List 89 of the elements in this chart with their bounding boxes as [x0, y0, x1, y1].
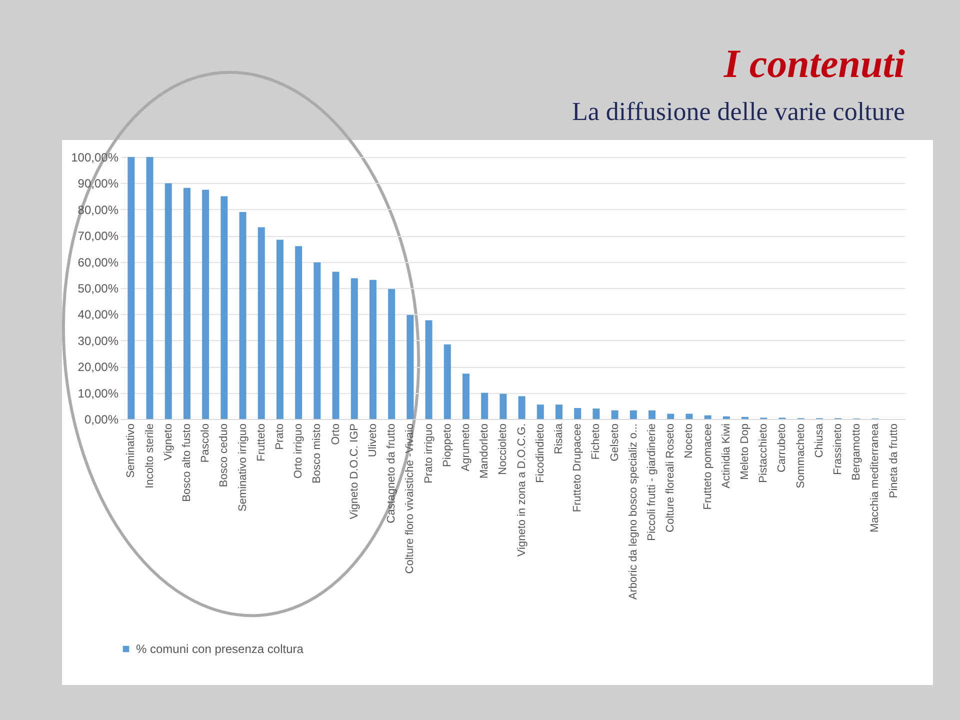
x-tick-label: Mandorleto	[478, 424, 491, 479]
x-tick-label: Pistacchieto	[758, 424, 770, 483]
bar	[295, 246, 302, 419]
bar	[369, 280, 376, 419]
legend-label: % comuni con presenza coltura	[136, 642, 304, 656]
y-tick-label: 10,00%	[78, 386, 119, 400]
x-tick-label: Bosco misto	[311, 424, 324, 484]
bar	[388, 289, 396, 419]
x-tick-label: Uliveto	[366, 424, 379, 458]
x-tick-label: Pioppeto	[441, 424, 454, 467]
bar	[556, 404, 563, 419]
y-tick-label: 30,00%	[78, 334, 119, 348]
bar	[202, 190, 210, 419]
bar	[183, 188, 190, 419]
y-tick-label: 90,00%	[78, 176, 119, 191]
bar	[500, 394, 507, 419]
x-tick-label: Orto	[330, 424, 342, 445]
bar	[722, 416, 730, 419]
bar	[686, 414, 693, 419]
y-tick-label: 100,00%	[71, 150, 119, 164]
bar	[425, 320, 432, 419]
x-tick-label: Pascolo	[200, 424, 212, 463]
chart-title: I contenuti	[722, 41, 905, 86]
bar	[350, 278, 358, 419]
x-tick-label: Noceto	[683, 424, 696, 458]
bar	[276, 240, 284, 419]
bar	[164, 183, 172, 419]
x-tick-label: Ficheto	[590, 424, 602, 460]
x-tick-label: Meleto Dop	[739, 424, 752, 480]
bar	[574, 408, 582, 419]
x-tick-label: Chiusa	[813, 422, 826, 458]
x-tick-label: Arboric da legno bosco specializ o...	[627, 424, 640, 600]
bar	[667, 414, 674, 419]
bar	[518, 396, 526, 419]
x-tick-label: Incolto sterile	[144, 424, 156, 488]
x-tick-label: Piccoli frutti - giardinerie	[646, 424, 658, 541]
x-tick-label: Agrumeto	[460, 424, 472, 472]
x-tick-label: Prato	[274, 424, 286, 450]
x-tick-label: Frutteto	[255, 424, 268, 462]
x-tick-label: Vigneto D.O.C. IGP	[348, 424, 360, 520]
bar	[146, 157, 154, 419]
x-tick-label: Colture floreali Roseto	[664, 424, 677, 532]
x-tick-label: Frutteto pomacee	[702, 424, 714, 510]
y-tick-label: 20,00%	[78, 360, 119, 374]
y-tick-label: 0,00%	[84, 412, 119, 426]
bar	[444, 344, 451, 419]
x-tick-label: Gelseto	[608, 424, 621, 462]
bar	[536, 404, 544, 419]
x-tick-label: Bosco ceduo	[218, 424, 230, 488]
bar	[648, 410, 656, 419]
bar	[406, 314, 414, 419]
x-tick-label: Bosco alto fusto	[180, 424, 193, 502]
x-tick-label: Prato irriguo	[422, 424, 435, 484]
x-tick-label: Actinidia Kiwi	[720, 424, 732, 488]
y-tick-label: 40,00%	[78, 308, 119, 322]
x-tick-label: Carrubeto	[776, 424, 788, 472]
x-tick-label: Macchia mediterranea	[869, 422, 882, 532]
x-tick-label: Orto irriguo	[292, 424, 305, 479]
chart-subtitle: La diffusione delle varie colture	[572, 97, 905, 126]
x-tick-label: Pineta da frutto	[888, 424, 900, 498]
y-tick-label: 50,00%	[78, 282, 119, 296]
x-tick-label: Frassineto	[832, 424, 844, 475]
x-tick-label: Vigneto	[162, 424, 174, 461]
bar	[239, 212, 246, 419]
x-tick-label: Seminativo irriguo	[236, 424, 249, 512]
y-tick-label: 70,00%	[78, 229, 119, 244]
x-tick-label: Ficodindieto	[534, 424, 546, 483]
x-tick-label: Colture floro vivaistiche -Vivaio	[404, 424, 416, 574]
x-tick-label: Bergamotto	[850, 424, 863, 480]
x-tick-label: Seminativo	[125, 424, 138, 478]
x-tick-label: Noccioleto	[497, 424, 510, 475]
x-tick-label: Vigneto in zona a D.O.C.G.	[516, 424, 528, 557]
bar	[592, 408, 600, 419]
bar	[462, 374, 470, 419]
bar	[332, 272, 340, 419]
x-tick-label: Castagneto da frutto	[386, 424, 398, 524]
y-tick-label: 80,00%	[78, 202, 119, 217]
x-tick-label: Risaia	[553, 422, 566, 454]
y-tick-label: 60,00%	[78, 255, 119, 270]
bar	[481, 392, 488, 419]
bar	[128, 157, 135, 419]
bar	[704, 415, 712, 419]
bar	[258, 227, 265, 419]
bar	[630, 410, 637, 419]
bar	[611, 410, 618, 419]
bar	[314, 262, 321, 419]
x-tick-label: Frutteto Drupacee	[572, 424, 584, 512]
x-tick-label: Sommacheto	[794, 424, 807, 488]
bar	[220, 196, 228, 419]
